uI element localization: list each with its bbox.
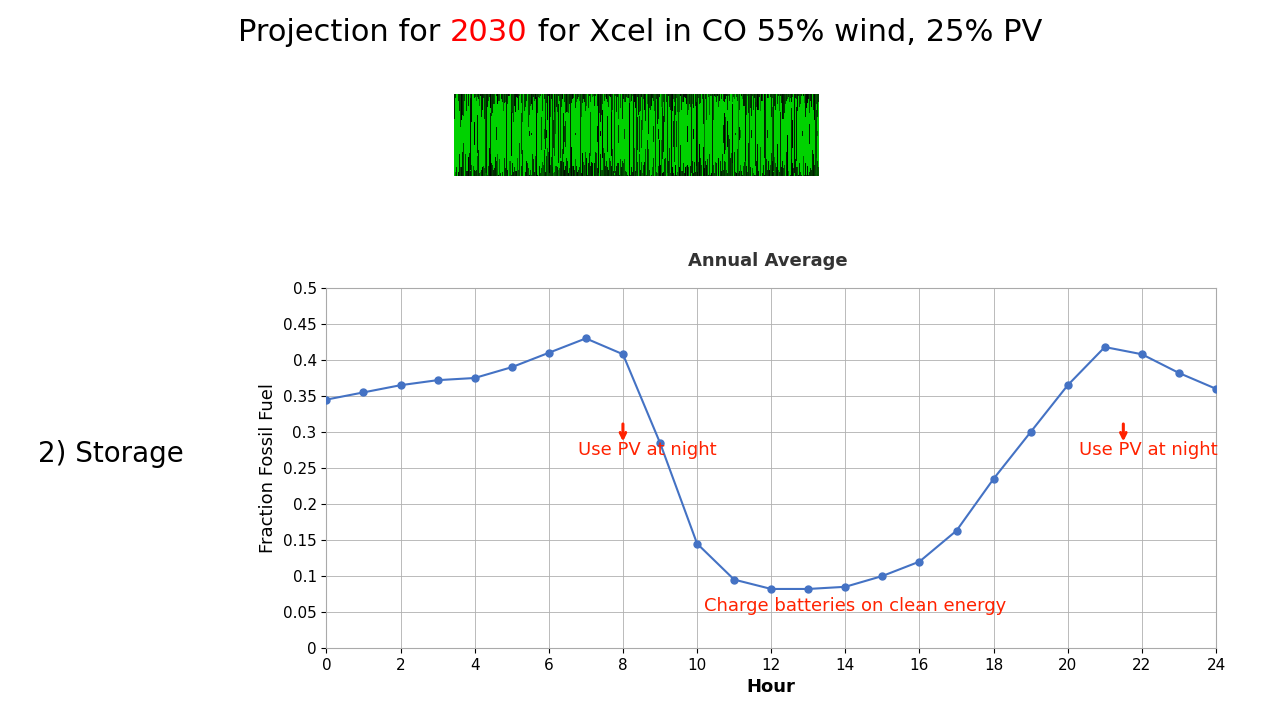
Text: Projection for: Projection for (238, 18, 451, 47)
Text: for Xcel in CO 55% wind, 25% PV: for Xcel in CO 55% wind, 25% PV (527, 18, 1042, 47)
Text: Annual Average: Annual Average (689, 252, 847, 270)
Text: Use PV at night: Use PV at night (579, 441, 717, 459)
Text: Charge batteries on clean energy: Charge batteries on clean energy (704, 597, 1007, 615)
X-axis label: Hour: Hour (746, 678, 796, 696)
Y-axis label: Fraction Fossil Fuel: Fraction Fossil Fuel (260, 383, 278, 553)
Text: 2030: 2030 (451, 18, 527, 47)
Text: 2) Storage: 2) Storage (38, 440, 184, 467)
Text: Use PV at night: Use PV at night (1079, 441, 1217, 459)
